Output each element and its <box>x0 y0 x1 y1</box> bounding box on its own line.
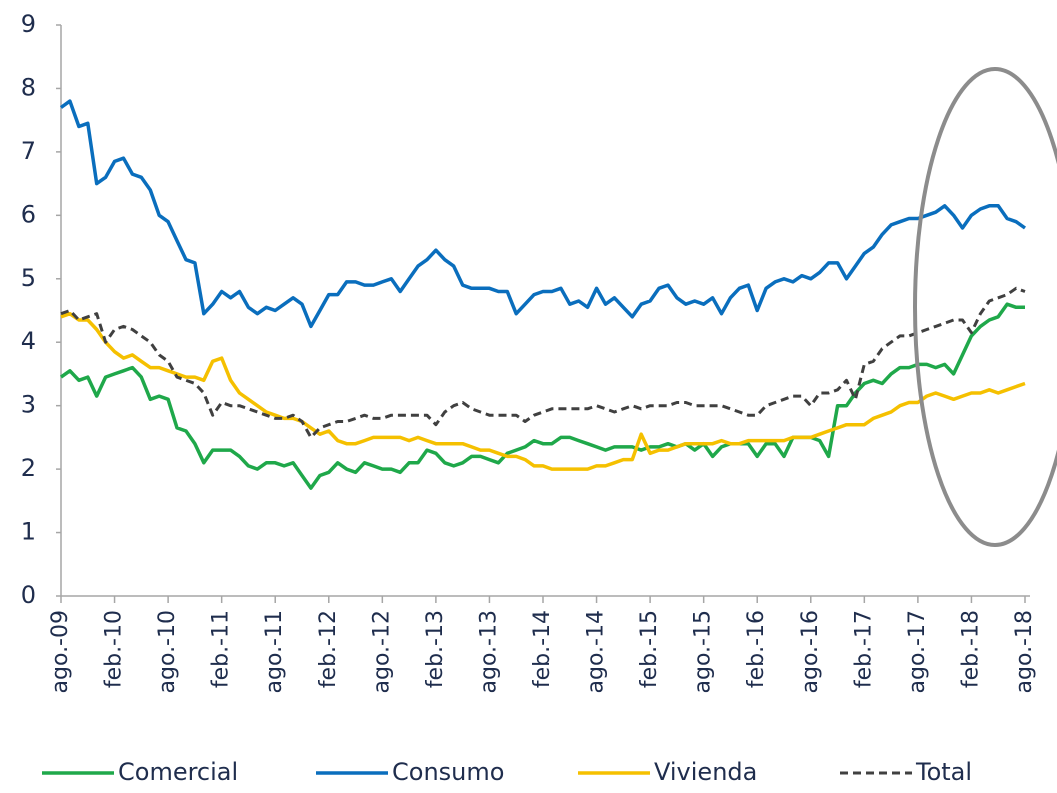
x-tick-label: ago.-15 <box>691 610 716 693</box>
x-tick-label: feb.-13 <box>423 610 448 688</box>
y-tick-label: 2 <box>21 454 36 482</box>
series-line <box>59 99 1027 329</box>
y-tick-label: 3 <box>21 391 36 419</box>
legend-label: Vivienda <box>654 758 757 786</box>
legend-label: Consumo <box>392 758 504 786</box>
x-tick-label: ago.-14 <box>584 610 609 693</box>
legend-label: Total <box>915 758 972 786</box>
x-tick-label: feb.-15 <box>637 610 662 688</box>
plot-area <box>59 99 1027 490</box>
y-tick-label: 4 <box>21 327 36 355</box>
y-tick-label: 8 <box>21 73 36 101</box>
x-tick-label: ago.-17 <box>905 610 930 693</box>
y-tick-label: 6 <box>21 200 36 228</box>
x-tick-label: ago.-11 <box>262 610 287 693</box>
series-line <box>60 311 1026 471</box>
legend-label: Comercial <box>118 758 238 786</box>
x-tick-label: ago.-16 <box>798 610 823 693</box>
x-tick-label: ago.-09 <box>48 610 73 693</box>
series-line <box>59 302 1025 490</box>
x-tick-label: feb.-14 <box>530 610 555 688</box>
x-tick-label: feb.-10 <box>102 610 127 688</box>
y-tick-label: 9 <box>21 10 36 38</box>
y-tick-label: 0 <box>21 581 36 609</box>
x-tick-label: feb.-18 <box>958 610 983 688</box>
x-tick-label: ago.-13 <box>476 610 501 693</box>
x-tick-label: ago.-10 <box>155 610 180 693</box>
legend: Comercial Consumo Vivienda Total <box>42 758 972 786</box>
x-tick-label: ago.-12 <box>369 610 394 693</box>
y-tick-label: 1 <box>21 518 36 546</box>
x-tick-label: ago.-18 <box>1012 610 1037 693</box>
highlight-ellipse <box>913 67 1057 547</box>
y-tick-label: 7 <box>21 137 36 165</box>
y-tick-label: 5 <box>21 264 36 292</box>
x-tick-label: feb.-17 <box>851 610 876 688</box>
x-tick-label: feb.-12 <box>316 610 341 688</box>
x-tick-label: feb.-16 <box>744 610 769 688</box>
x-tick-label: feb.-11 <box>209 610 234 688</box>
